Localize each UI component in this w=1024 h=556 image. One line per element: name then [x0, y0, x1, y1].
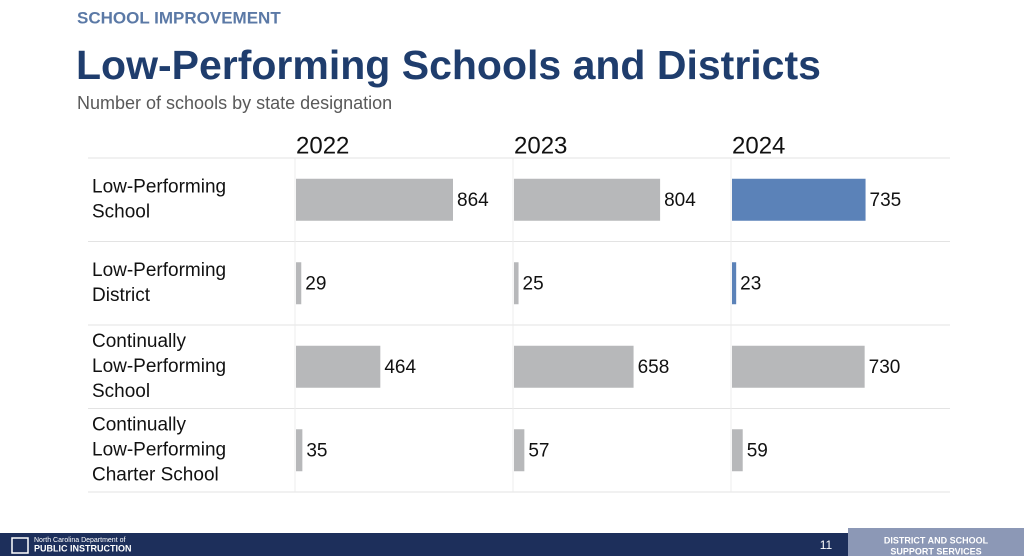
- value-label: 25: [523, 273, 544, 294]
- bar: [296, 178, 453, 221]
- footer-unit: DISTRICT AND SCHOOL: [884, 535, 989, 545]
- panel-title: 2024: [732, 132, 785, 159]
- bar: [296, 262, 302, 305]
- panel-title: 2023: [514, 132, 567, 159]
- value-label: 23: [740, 273, 761, 294]
- row-label: School: [92, 381, 150, 402]
- value-label: 804: [664, 190, 696, 211]
- value-label: 735: [870, 190, 902, 211]
- row-label: Low-Performing: [92, 439, 226, 460]
- value-label: 29: [305, 273, 326, 294]
- bar: [732, 178, 866, 221]
- value-label: 658: [638, 357, 670, 378]
- value-label: 57: [528, 440, 549, 461]
- value-label: 730: [869, 357, 901, 378]
- row-label: Continually: [92, 331, 186, 352]
- section-label: SCHOOL IMPROVEMENT: [77, 8, 281, 27]
- footer-unit: SUPPORT SERVICES: [890, 546, 981, 556]
- row-label: School: [92, 201, 150, 222]
- footer-unit-box: [848, 528, 1024, 556]
- value-label: 35: [306, 440, 327, 461]
- bar: [296, 345, 381, 388]
- chart: Low-Performing School Low-Performing Distri…: [88, 132, 950, 493]
- row-label: Charter School: [92, 464, 219, 485]
- panel-title: 2022: [296, 132, 349, 159]
- bar: [732, 429, 743, 472]
- row-label: Low-Performing: [92, 176, 226, 197]
- page-number: 11: [820, 538, 833, 552]
- footer-bar: [0, 533, 1024, 556]
- logo: [11, 537, 29, 554]
- bar: [732, 345, 865, 388]
- value-label: 464: [384, 357, 416, 378]
- row-label: Low-Performing: [92, 260, 226, 281]
- bar: [514, 345, 634, 388]
- bar: [296, 429, 303, 472]
- bar: [514, 429, 525, 472]
- bar: [514, 262, 519, 305]
- value-label: 864: [457, 190, 489, 211]
- chart-title: Low-Performing Schools and Districts: [76, 42, 821, 88]
- row-label: District: [92, 285, 151, 306]
- footer-org: PUBLIC INSTRUCTION: [34, 543, 132, 553]
- bar: [732, 262, 737, 305]
- row-label: Continually: [92, 414, 186, 435]
- footer-org: North Carolina Department of: [34, 537, 125, 544]
- value-label: 59: [747, 440, 768, 461]
- row-label: Low-Performing: [92, 356, 226, 377]
- chart-subtitle: Number of schools by state designation: [77, 93, 392, 113]
- bar: [514, 178, 661, 221]
